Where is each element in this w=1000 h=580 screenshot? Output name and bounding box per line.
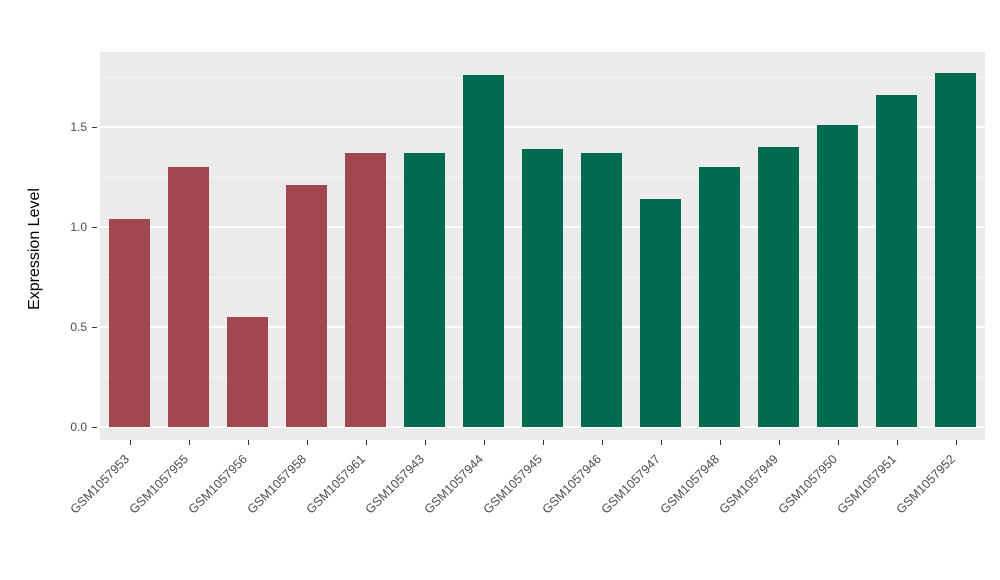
- bar: [757, 147, 800, 427]
- x-tick-label: GSM1057944: [422, 452, 487, 517]
- y-tick-mark: [92, 127, 97, 128]
- x-tick-label: GSM1057961: [304, 452, 369, 517]
- x-tick-mark: [365, 440, 367, 445]
- bar: [226, 317, 269, 427]
- plot-panel: [100, 52, 985, 440]
- x-tick-label: GSM1057948: [658, 452, 723, 517]
- x-tick-label: GSM1057949: [717, 452, 782, 517]
- y-axis: 0.0 0.5 1.0 1.5: [0, 52, 97, 440]
- x-tick-label: GSM1057950: [776, 452, 841, 517]
- bar: [462, 75, 505, 427]
- x-tick-mark: [542, 440, 544, 445]
- bar: [285, 185, 328, 427]
- y-tick-label: 0.5: [70, 320, 87, 334]
- x-tick-mark: [660, 440, 662, 445]
- x-tick-label: GSM1057945: [481, 452, 546, 517]
- bar: [698, 167, 741, 427]
- gridline-major: [100, 426, 985, 428]
- bar: [934, 73, 977, 427]
- x-tick-mark: [247, 440, 249, 445]
- gridline-minor: [100, 76, 985, 78]
- x-tick-mark: [896, 440, 898, 445]
- x-tick-label: GSM1057953: [68, 452, 133, 517]
- x-tick-label: GSM1057958: [245, 452, 310, 517]
- bar: [403, 153, 446, 427]
- y-tick-mark: [92, 327, 97, 328]
- x-tick-label: GSM1057943: [363, 452, 428, 517]
- x-tick-mark: [424, 440, 426, 445]
- bar: [875, 95, 918, 427]
- x-tick-label: GSM1057947: [599, 452, 664, 517]
- y-tick-label: 1.0: [70, 220, 87, 234]
- x-tick-mark: [306, 440, 308, 445]
- x-tick-label: GSM1057946: [540, 452, 605, 517]
- bar: [167, 167, 210, 427]
- x-tick-mark: [129, 440, 131, 445]
- x-tick-mark: [601, 440, 603, 445]
- y-tick-label: 0.0: [70, 420, 87, 434]
- bar: [108, 219, 151, 427]
- y-tick-mark: [92, 227, 97, 228]
- x-tick-mark: [955, 440, 957, 445]
- x-tick-mark: [719, 440, 721, 445]
- bar: [521, 149, 564, 427]
- x-tick-mark: [837, 440, 839, 445]
- x-tick-label: GSM1057955: [127, 452, 192, 517]
- x-tick-label: GSM1057951: [835, 452, 900, 517]
- gridline-major: [100, 126, 985, 128]
- y-tick-label: 1.5: [70, 120, 87, 134]
- y-tick-mark: [92, 427, 97, 428]
- x-tick-label: GSM1057956: [186, 452, 251, 517]
- x-axis: GSM1057953 GSM1057955 GSM1057956 GSM1057958…: [68, 440, 985, 575]
- bar: [580, 153, 623, 427]
- x-tick-mark: [188, 440, 190, 445]
- x-tick-label: GSM1057952: [894, 452, 959, 517]
- bar: [344, 153, 387, 427]
- x-tick-mark: [778, 440, 780, 445]
- bar: [639, 199, 682, 427]
- bar: [816, 125, 859, 427]
- x-tick-mark: [483, 440, 485, 445]
